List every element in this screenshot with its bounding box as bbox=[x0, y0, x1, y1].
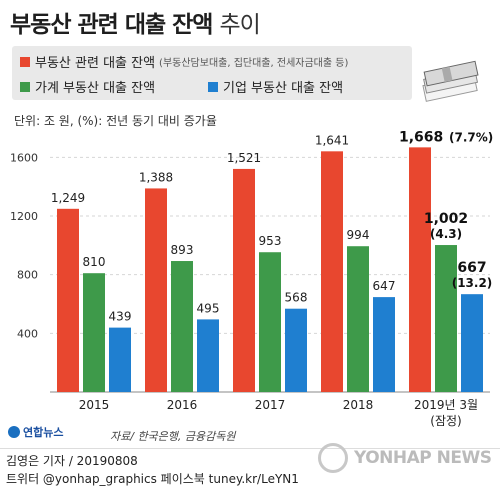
data-label: 1,668 bbox=[399, 129, 443, 145]
x-tick-label: 2016 bbox=[167, 398, 198, 412]
growth-label: (4.3) bbox=[430, 227, 462, 241]
bar bbox=[233, 168, 255, 392]
watermark-logo-icon bbox=[318, 443, 348, 473]
x-tick-sublabel: (잠정) bbox=[430, 414, 461, 428]
bar bbox=[109, 327, 131, 392]
bar bbox=[57, 208, 79, 392]
bar bbox=[321, 151, 343, 392]
x-tick-label: 2018 bbox=[343, 398, 374, 412]
legend-swatch-blue bbox=[208, 81, 218, 92]
data-label: 439 bbox=[109, 310, 132, 324]
unit-note: 단위: 조 원, (%): 전년 동기 대비 증가율 bbox=[14, 114, 217, 128]
logo-text: 연합뉴스 bbox=[23, 426, 64, 439]
bar bbox=[83, 273, 105, 392]
title-suffix: 추이 bbox=[219, 12, 260, 38]
watermark-text: YONHAP NEWS bbox=[354, 448, 492, 468]
legend-item-corporate: 기업 부동산 대출 잔액 bbox=[208, 77, 343, 96]
source-note: 자료/ 한국은행, 금융감독원 bbox=[110, 430, 236, 443]
bar bbox=[435, 245, 457, 392]
bar-chart: 1,249 810 439 1,388 893 495 1,521 953 568 1,641 99… bbox=[10, 129, 493, 428]
legend-note: (부동산담보대출, 집단대출, 전세자금대출 등) bbox=[159, 58, 349, 69]
footer bbox=[0, 448, 500, 491]
data-label: 1,249 bbox=[51, 191, 85, 205]
growth-label: (13.2) bbox=[452, 276, 493, 290]
bar bbox=[145, 188, 167, 392]
data-label: 893 bbox=[171, 243, 194, 257]
bar bbox=[197, 319, 219, 392]
bar bbox=[461, 294, 483, 392]
yonhap-logo-icon bbox=[8, 426, 20, 438]
data-label: 495 bbox=[197, 301, 220, 315]
data-label: 667 bbox=[457, 260, 486, 276]
bar bbox=[373, 297, 395, 392]
legend: 부동산 관련 대출 잔액 (부동산담보대출, 집단대출, 전세자금대출 등) 가… bbox=[12, 46, 412, 100]
y-tick-label: 800 bbox=[17, 269, 38, 282]
title-main: 부동산 관련 대출 잔액 bbox=[10, 12, 213, 38]
y-tick-label: 1600 bbox=[10, 151, 38, 164]
y-axis-ticks: 400 800 1200 1600 bbox=[10, 151, 38, 340]
x-tick-label: 2019년 3월 bbox=[414, 398, 478, 412]
money-stack-icon bbox=[422, 60, 479, 102]
data-label: 1,388 bbox=[139, 170, 173, 184]
data-label: 647 bbox=[373, 279, 396, 293]
data-label: 1,521 bbox=[227, 151, 261, 165]
social-links: 트위터 @yonhap_graphics 페이스북 tuney.kr/LeYN1 bbox=[6, 472, 299, 486]
y-tick-label: 1200 bbox=[10, 210, 38, 223]
data-labels: 1,249 810 439 1,388 893 495 1,521 953 568 1,641 99… bbox=[51, 129, 493, 323]
growth-label: (7.7%) bbox=[449, 130, 493, 144]
x-tick-label: 2015 bbox=[79, 398, 110, 412]
x-axis-ticks: 2015 2016 2017 2018 2019년 3월 (잠정) bbox=[79, 398, 478, 428]
legend-label: 가계 부동산 대출 잔액 bbox=[35, 81, 156, 96]
legend-swatch-red bbox=[20, 56, 30, 67]
watermark: YONHAP NEWS bbox=[318, 443, 492, 473]
y-tick-label: 400 bbox=[17, 327, 38, 340]
chart-title: 부동산 관련 대출 잔액 추이 bbox=[10, 5, 261, 39]
data-label: 994 bbox=[347, 228, 370, 242]
bar bbox=[285, 308, 307, 392]
legend-label: 기업 부동산 대출 잔액 bbox=[223, 81, 344, 96]
data-label: 1,002 bbox=[424, 211, 468, 227]
bar bbox=[171, 261, 193, 392]
bars bbox=[57, 147, 483, 392]
x-tick-label: 2017 bbox=[255, 398, 286, 412]
data-label: 568 bbox=[285, 291, 308, 305]
legend-swatch-green bbox=[20, 81, 30, 92]
legend-item-total: 부동산 관련 대출 잔액 (부동산담보대출, 집단대출, 전세자금대출 등) bbox=[20, 52, 348, 71]
bar bbox=[347, 246, 369, 392]
yonhap-logo: 연합뉴스 bbox=[8, 424, 63, 440]
byline: 김영은 기자 / 20190808 bbox=[6, 454, 138, 468]
bar bbox=[409, 147, 431, 392]
data-label: 810 bbox=[83, 255, 106, 269]
bar bbox=[259, 252, 281, 392]
legend-label: 부동산 관련 대출 잔액 bbox=[35, 56, 156, 71]
data-label: 1,641 bbox=[315, 133, 349, 147]
data-label: 953 bbox=[259, 234, 282, 248]
legend-item-household: 가계 부동산 대출 잔액 bbox=[20, 77, 155, 96]
